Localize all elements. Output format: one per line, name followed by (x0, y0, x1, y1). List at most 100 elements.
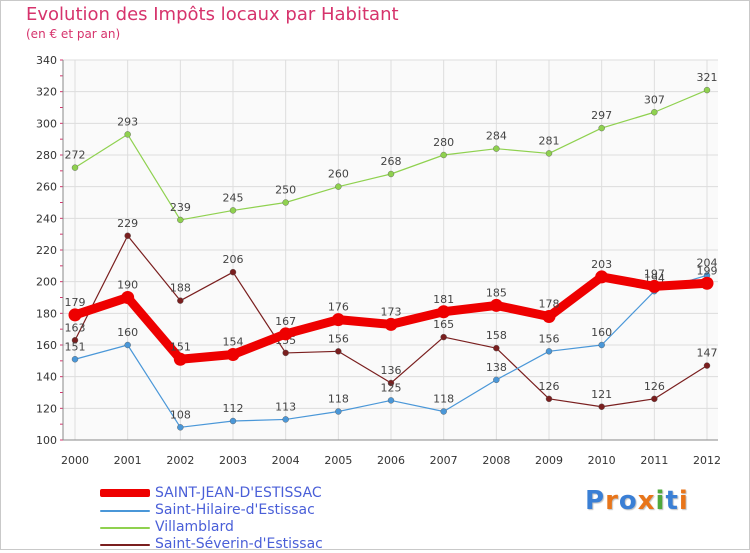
data-label: 188 (170, 282, 191, 295)
data-point (121, 291, 135, 304)
data-label: 190 (117, 279, 138, 292)
data-point (282, 199, 289, 206)
x-tick-label: 2009 (535, 454, 563, 467)
data-label: 204 (697, 256, 718, 269)
data-point (282, 416, 289, 423)
data-point (437, 305, 451, 319)
logo-letter: r (605, 486, 619, 516)
data-label: 108 (170, 408, 191, 421)
data-label: 147 (697, 347, 718, 360)
data-point (595, 270, 609, 284)
logo-letter: x (637, 486, 656, 516)
chart-subtitle: (en € et par an) (26, 27, 121, 41)
legend-swatch-saint-hilaire (100, 510, 150, 512)
data-label: 197 (644, 267, 665, 280)
x-tick-label: 2008 (482, 454, 510, 467)
y-tick-label: 240 (36, 212, 57, 225)
x-tick-label: 2003 (219, 454, 247, 467)
y-tick-label: 120 (36, 402, 57, 415)
data-label: 260 (328, 168, 349, 181)
data-point (542, 310, 556, 323)
data-label: 163 (65, 321, 86, 334)
x-tick-label: 2001 (114, 454, 142, 467)
legend-swatch-saint-jean (100, 489, 150, 497)
data-label: 176 (328, 301, 349, 314)
data-label: 118 (328, 393, 349, 406)
data-point (335, 183, 342, 190)
data-label: 268 (381, 155, 402, 168)
data-label: 112 (223, 402, 244, 415)
x-tick-label: 2012 (693, 454, 721, 467)
data-label: 113 (275, 400, 296, 413)
y-tick-label: 220 (36, 244, 57, 257)
data-label: 239 (170, 201, 191, 214)
data-point (598, 403, 605, 410)
data-point (493, 145, 500, 152)
logo-letter: i (678, 486, 689, 516)
data-label: 125 (381, 381, 402, 394)
data-point (335, 408, 342, 415)
data-point (703, 362, 711, 369)
y-tick-label: 140 (36, 371, 57, 384)
data-point (124, 232, 131, 239)
chart-title: Evolution des Impôts locaux par Habitant (26, 4, 399, 25)
data-label: 281 (539, 134, 560, 147)
data-label: 160 (117, 326, 138, 339)
legend-label-saint-hilaire: Saint-Hilaire-d'Estissac (155, 502, 315, 518)
data-point (440, 408, 447, 415)
data-point (489, 298, 503, 312)
data-label: 321 (697, 71, 718, 84)
data-label: 158 (486, 329, 507, 342)
x-tick-label: 2011 (640, 454, 668, 467)
data-label: 307 (644, 93, 665, 106)
data-point (651, 395, 658, 403)
data-point (700, 276, 714, 290)
x-tick-label: 2002 (166, 454, 194, 467)
data-point (173, 352, 187, 366)
legend-label-saint-severin: Saint-Séverin-d'Estissac (155, 536, 323, 552)
data-point (229, 417, 237, 425)
data-label: 293 (117, 115, 138, 128)
data-point (387, 379, 395, 387)
data-label: 151 (65, 340, 86, 353)
data-point (71, 164, 79, 171)
data-point (226, 348, 240, 361)
data-point (229, 268, 237, 276)
data-label: 178 (539, 298, 560, 311)
data-label: 118 (433, 393, 454, 406)
data-point (177, 424, 184, 431)
logo-letter: P (585, 486, 606, 516)
data-label: 126 (539, 380, 560, 393)
x-tick-label: 2010 (588, 454, 616, 467)
data-point (68, 308, 82, 322)
data-point (598, 124, 605, 132)
data-point (71, 337, 79, 344)
data-label: 250 (275, 184, 296, 197)
data-label: 185 (486, 286, 507, 299)
data-point (545, 150, 553, 157)
x-tick-label: 2005 (324, 454, 352, 467)
data-point (545, 348, 553, 355)
y-tick-label: 100 (36, 434, 57, 447)
y-tick-label: 280 (36, 149, 57, 162)
data-point (229, 207, 237, 214)
data-label: 181 (433, 293, 454, 306)
data-label: 245 (223, 191, 244, 204)
data-point (279, 327, 293, 341)
data-point (703, 86, 711, 94)
x-tick-label: 2000 (61, 454, 89, 467)
data-point (387, 170, 395, 178)
data-point (440, 151, 447, 159)
data-label: 156 (539, 332, 560, 345)
y-tick-label: 160 (36, 339, 57, 352)
data-label: 136 (381, 364, 402, 377)
data-point (545, 395, 553, 403)
data-point (384, 317, 398, 331)
data-point (124, 341, 131, 349)
logo-letter: o (618, 486, 638, 516)
proxiti-logo: Proxiti (585, 486, 689, 516)
data-label: 280 (433, 136, 454, 149)
logo-letter: t (665, 486, 679, 516)
data-point (282, 349, 289, 357)
